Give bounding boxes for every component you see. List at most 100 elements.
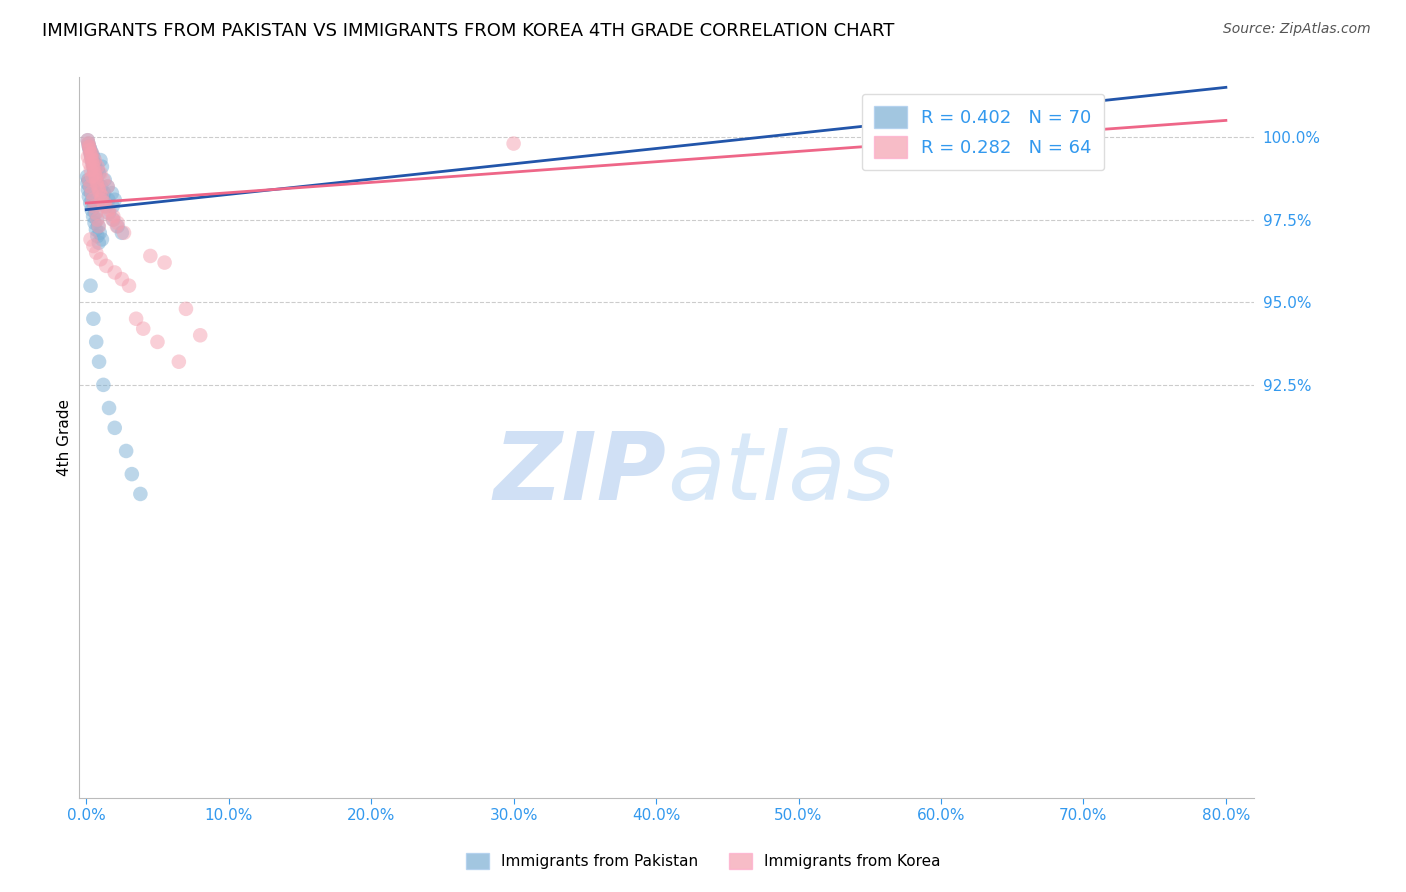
Point	[79, 196, 101, 211]
Point	[93, 199, 115, 213]
Point	[115, 444, 138, 458]
Point	[84, 169, 107, 184]
Point	[174, 301, 197, 316]
Point	[76, 133, 98, 147]
Legend: Immigrants from Pakistan, Immigrants from Korea: Immigrants from Pakistan, Immigrants fro…	[460, 847, 946, 875]
Point	[89, 166, 111, 180]
Point	[98, 206, 121, 220]
Point	[90, 179, 112, 194]
Point	[167, 355, 190, 369]
Point	[104, 193, 127, 207]
Point	[111, 226, 134, 240]
Point	[90, 193, 112, 207]
Point	[77, 140, 100, 154]
Y-axis label: 4th Grade: 4th Grade	[58, 400, 72, 476]
Point	[77, 140, 100, 154]
Text: atlas: atlas	[666, 428, 896, 519]
Point	[97, 206, 120, 220]
Point	[79, 143, 101, 157]
Point	[79, 179, 101, 194]
Point	[97, 179, 120, 194]
Point	[77, 136, 100, 151]
Point	[87, 219, 110, 234]
Point	[83, 166, 105, 180]
Point	[93, 377, 115, 392]
Point	[118, 278, 141, 293]
Point	[146, 334, 169, 349]
Point	[87, 183, 110, 197]
Point	[77, 189, 100, 203]
Point	[84, 173, 107, 187]
Point	[80, 150, 103, 164]
Point	[89, 252, 111, 267]
Point	[77, 173, 100, 187]
Point	[107, 216, 129, 230]
Point	[79, 179, 101, 194]
Point	[79, 143, 101, 157]
Point	[86, 163, 108, 178]
Point	[105, 219, 128, 234]
Point	[90, 232, 112, 246]
Point	[77, 150, 100, 164]
Point	[104, 265, 127, 279]
Point	[80, 146, 103, 161]
Point	[125, 311, 148, 326]
Point	[502, 136, 524, 151]
Text: Source: ZipAtlas.com: Source: ZipAtlas.com	[1223, 22, 1371, 37]
Point	[84, 222, 107, 236]
Point	[93, 186, 115, 201]
Point	[79, 143, 101, 157]
Point	[112, 226, 135, 240]
Point	[79, 146, 101, 161]
Point	[93, 193, 115, 207]
Point	[80, 186, 103, 201]
Point	[76, 169, 98, 184]
Point	[97, 179, 120, 194]
Point	[80, 163, 103, 178]
Point	[83, 163, 105, 178]
Point	[87, 355, 110, 369]
Point	[82, 150, 104, 164]
Point	[101, 199, 124, 213]
Point	[87, 235, 110, 250]
Point	[80, 150, 103, 164]
Point	[89, 186, 111, 201]
Point	[86, 160, 108, 174]
Point	[101, 186, 124, 201]
Point	[104, 421, 127, 435]
Point	[89, 153, 111, 167]
Point	[107, 219, 129, 234]
Point	[76, 133, 98, 147]
Point	[84, 206, 107, 220]
Point	[94, 196, 117, 211]
Point	[82, 160, 104, 174]
Point	[89, 186, 111, 201]
Point	[188, 328, 211, 343]
Point	[86, 176, 108, 190]
Point	[89, 226, 111, 240]
Point	[77, 136, 100, 151]
Point	[87, 219, 110, 234]
Point	[84, 173, 107, 187]
Point	[84, 169, 107, 184]
Point	[84, 206, 107, 220]
Point	[77, 140, 100, 154]
Point	[82, 156, 104, 170]
Point	[82, 209, 104, 223]
Point	[79, 156, 101, 170]
Point	[82, 156, 104, 170]
Point	[83, 199, 105, 213]
Point	[121, 467, 143, 482]
Point	[86, 212, 108, 227]
Text: IMMIGRANTS FROM PAKISTAN VS IMMIGRANTS FROM KOREA 4TH GRADE CORRELATION CHART: IMMIGRANTS FROM PAKISTAN VS IMMIGRANTS F…	[42, 22, 894, 40]
Point	[98, 401, 121, 415]
Point	[80, 146, 103, 161]
Point	[82, 160, 104, 174]
Legend: R = 0.402   N = 70, R = 0.282   N = 64: R = 0.402 N = 70, R = 0.282 N = 64	[862, 94, 1104, 170]
Point	[83, 216, 105, 230]
Point	[86, 176, 108, 190]
Point	[103, 212, 125, 227]
Point	[77, 140, 100, 154]
Point	[79, 146, 101, 161]
Point	[93, 173, 115, 187]
